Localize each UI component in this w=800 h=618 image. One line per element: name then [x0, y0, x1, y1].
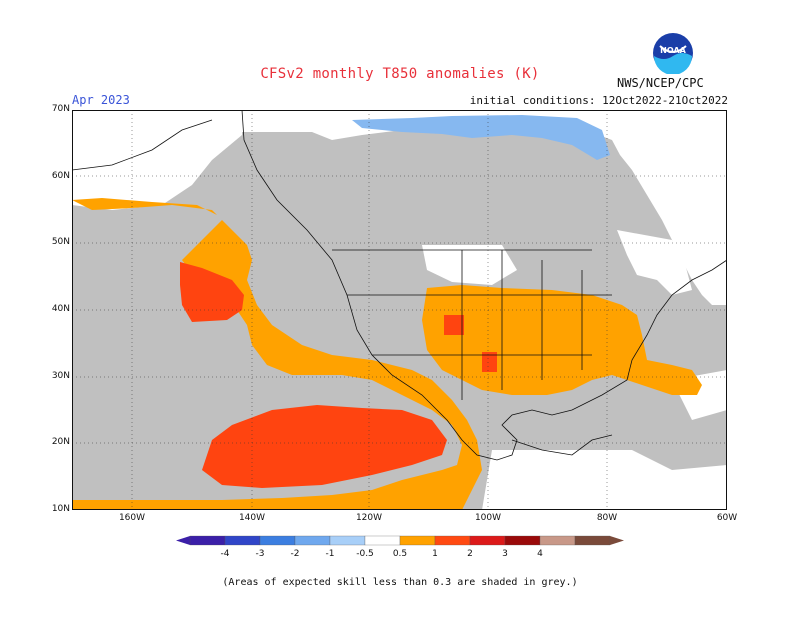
agency-label: NWS/NCEP/CPC	[617, 76, 704, 90]
colorbar-swatch	[329, 535, 366, 546]
colorbar-right-arrow	[610, 536, 624, 545]
colorbar-left-arrow	[176, 536, 190, 545]
lat-label-20n: 20N	[51, 437, 70, 447]
lat-label-40n: 40N	[51, 304, 70, 314]
noaa-logo: NOAA	[653, 33, 693, 74]
white-caribbean	[482, 450, 727, 510]
colorbar-label: -2	[291, 549, 300, 559]
grey-skill-region	[72, 110, 727, 510]
colorbar-swatch	[294, 535, 331, 546]
southwest-strong-warm	[444, 315, 464, 335]
white-alaska	[72, 110, 242, 210]
colorbar-swatch	[364, 535, 401, 546]
lat-label-70n: 70N	[51, 104, 70, 114]
colorbar-label: 4	[537, 549, 543, 559]
texas-strong-warm	[482, 352, 497, 372]
colorbar-swatch	[504, 535, 541, 546]
negative-anomaly-region	[352, 115, 610, 160]
lat-label-30n: 30N	[51, 371, 70, 381]
colorbar-swatch	[189, 535, 226, 546]
colorbar-swatch	[539, 535, 576, 546]
colorbar-label: -3	[256, 549, 265, 559]
lon-label-160w: 160W	[118, 513, 146, 523]
color-bar: -4 -3 -2 -1 -0.5 0.5 1 2 3 4	[176, 535, 624, 559]
white-canada-north	[302, 110, 402, 140]
initial-conditions: initial conditions: 12Oct2022-21Oct2022	[469, 94, 728, 107]
map-frame	[72, 110, 727, 510]
pacific-warm-band	[72, 198, 482, 510]
colorbar-swatch	[224, 535, 261, 546]
lat-label-50n: 50N	[51, 237, 70, 247]
pacific-strong-warm	[202, 405, 447, 488]
lon-label-140w: 140W	[238, 513, 266, 523]
gridlines	[72, 110, 727, 510]
colorbar-swatch	[574, 535, 611, 546]
colorbar-label: 0.5	[393, 549, 407, 559]
colorbar-label: -0.5	[356, 549, 374, 559]
map-title: CFSv2 monthly T850 anomalies (K)	[260, 66, 540, 82]
lon-label-100w: 100W	[474, 513, 502, 523]
colorbar-swatch	[259, 535, 296, 546]
colorbar-label: -4	[221, 549, 230, 559]
colorbar-label: 1	[432, 549, 438, 559]
skill-note: (Areas of expected skill less than 0.3 a…	[222, 577, 578, 588]
lon-label-120w: 120W	[355, 513, 383, 523]
colorbar-swatch	[434, 535, 471, 546]
valid-month: Apr 2023	[72, 93, 130, 107]
colorbar-label: 3	[502, 549, 508, 559]
anomaly-map	[72, 110, 727, 510]
lat-label-10n: 10N	[51, 504, 70, 514]
lon-label-60w: 60W	[716, 513, 738, 523]
logo-text: NOAA	[660, 46, 686, 55]
white-plains-patch	[422, 245, 517, 285]
colorbar-swatch	[399, 535, 436, 546]
colorbar-label: 2	[467, 549, 473, 559]
lon-label-80w: 80W	[596, 513, 618, 523]
coastlines	[72, 110, 727, 461]
northern-pacific-strong-warm	[180, 262, 244, 322]
lat-label-60n: 60N	[51, 171, 70, 181]
white-northeast	[617, 230, 692, 295]
colorbar-label: -1	[326, 549, 335, 559]
colorbar-swatch	[469, 535, 506, 546]
